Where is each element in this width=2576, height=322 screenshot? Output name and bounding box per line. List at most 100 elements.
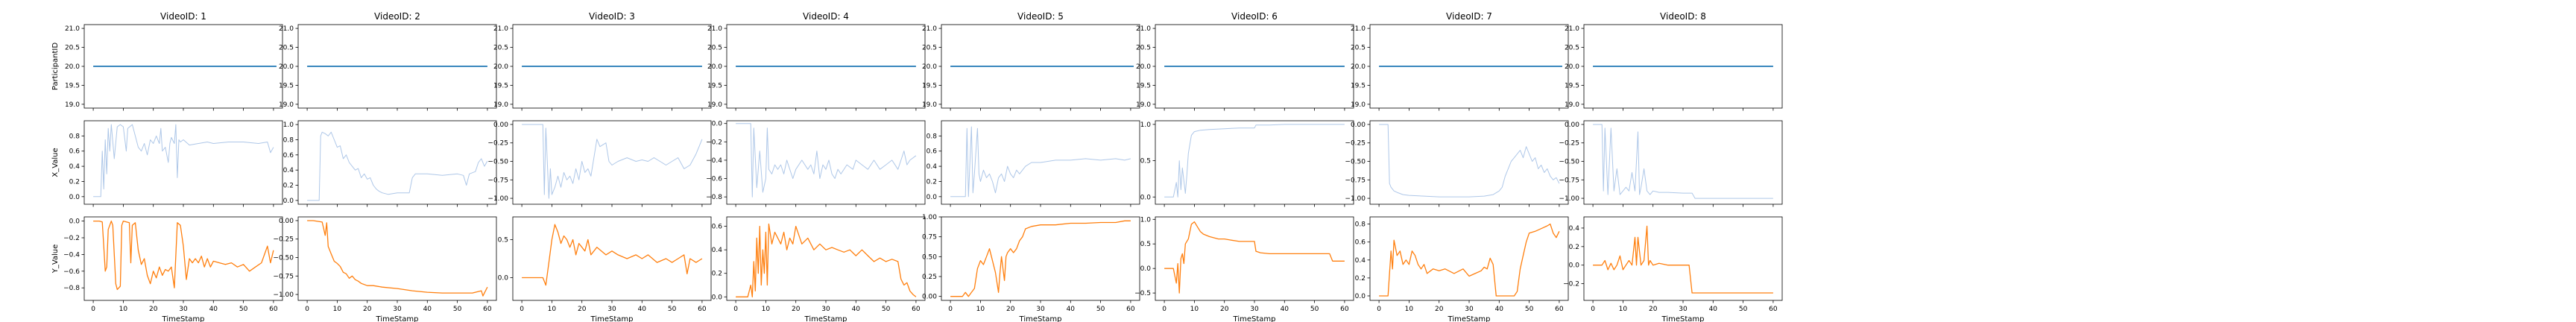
x-value-axes-video-5: 0.0 0.2 0.4 0.6 0.8 [926, 120, 1140, 207]
y-tick-label: 21.0 [1136, 25, 1151, 33]
y-tick-label: 0.8 [1355, 221, 1366, 229]
y-tick-label: −0.25 [487, 140, 508, 148]
x-tick-label: 0 [733, 306, 738, 313]
y-tick-label: 21.0 [707, 25, 722, 33]
y-tick-label: 20.5 [65, 45, 80, 52]
x-tick-label: 40 [423, 306, 432, 313]
x-tick-label: 10 [762, 306, 771, 313]
y-tick-label: 0.5 [498, 237, 508, 244]
x-tick-label: 10 [119, 306, 128, 313]
x-tick-label: 50 [882, 306, 891, 313]
participant-axes-video-5: 19.0 19.5 20.0 20.5 21.0 [922, 24, 1140, 111]
x-axis-label-video-6: TimeStamp [1233, 315, 1276, 322]
x-tick-label: 30 [1250, 306, 1259, 313]
y-tick-label: 0.25 [922, 274, 937, 281]
y-tick-label: 19.0 [279, 101, 294, 109]
y-value-line-video-1 [93, 220, 274, 291]
y-tick-label: 20.0 [493, 63, 508, 71]
axes-frame [297, 120, 497, 205]
x-tick-label: 0 [1162, 306, 1167, 313]
x-tick-label: 60 [1769, 306, 1778, 313]
y-tick-label: −0.25 [273, 236, 294, 244]
x-tick-label: 20 [1220, 306, 1229, 313]
y-tick-label: 0.0 [283, 198, 294, 205]
y-tick-label: 1.0 [283, 121, 294, 129]
y-value-axes-video-2: 0.00 −0.25 −0.50 −0.75 −1.00 0 10 20 30 40 50 60 Tim… [273, 216, 497, 322]
y-tick-label: 19.5 [707, 82, 722, 89]
x-tick-label: 40 [1067, 306, 1076, 313]
y-value-line-video-7 [1379, 223, 1560, 297]
y-tick-label: −0.75 [1345, 177, 1366, 184]
x-value-axes-video-8: 0.00 −0.25 −0.50 −0.75 −1.00 [1559, 120, 1783, 207]
y-tick-label: 19.5 [922, 82, 937, 89]
x-tick-label: 10 [548, 306, 557, 313]
y-tick-label: 0.0 [712, 294, 723, 301]
y-tick-label: 19.5 [1136, 82, 1151, 89]
y-tick-label: 0.4 [69, 163, 80, 171]
y-tick-label: 20.5 [1565, 45, 1579, 52]
x-value-line-video-5 [950, 126, 1131, 198]
y-tick-label: 20.0 [707, 63, 722, 71]
axes-frame [1583, 216, 1783, 301]
y-tick-label: 0.6 [926, 148, 938, 156]
x-tick-label: 60 [1126, 306, 1135, 313]
x-tick-label: 20 [149, 306, 158, 313]
participant-axes-video-1: 19.0 19.5 20.0 20.5 21.0 ParticipantID [51, 24, 283, 111]
panel-title-video-6: VideoID: 6 [1231, 11, 1278, 22]
y-tick-label: 21.0 [1565, 25, 1579, 33]
x-tick-label: 60 [483, 306, 492, 313]
axes-frame [297, 216, 497, 301]
y-tick-label: 19.0 [493, 101, 508, 109]
y-tick-label: 20.0 [279, 63, 294, 71]
x-tick-label: 50 [1525, 306, 1534, 313]
y-tick-label: 0.6 [1355, 239, 1366, 247]
y-tick-label: 0.0 [69, 194, 80, 201]
x-axis-label-video-3: TimeStamp [590, 315, 634, 322]
y-tick-label: 0.2 [283, 183, 294, 190]
row-label-y-value: Y_Value [51, 244, 60, 274]
axes-frame [512, 120, 712, 205]
x-value-line-video-7 [1379, 124, 1560, 198]
x-axis-label-video-8: TimeStamp [1661, 315, 1705, 322]
x-tick-label: 30 [821, 306, 830, 313]
y-tick-label: −0.6 [63, 268, 80, 276]
y-tick-label: −0.4 [63, 251, 80, 259]
y-value-axes-video-8: −0.2 0.0 0.2 0.4 0 10 20 30 40 50 60 TimeStamp [1563, 216, 1783, 322]
y-value-line-video-3 [522, 224, 703, 286]
x-tick-label: 20 [1006, 306, 1015, 313]
y-tick-label: 0.6 [712, 224, 723, 231]
y-tick-label: 20.0 [65, 63, 80, 71]
y-tick-label: 20.5 [279, 45, 294, 52]
axes-frame [1583, 120, 1783, 205]
y-tick-label: 0.2 [926, 178, 937, 186]
x-tick-label: 60 [698, 306, 707, 313]
y-tick-label: 0.4 [1355, 257, 1366, 265]
y-tick-label: 0.5 [1140, 158, 1151, 165]
y-tick-label: 19.0 [1136, 101, 1151, 109]
x-value-line-video-4 [736, 123, 917, 198]
x-tick-label: 60 [1340, 306, 1349, 313]
y-tick-label: 0.4 [1569, 225, 1580, 233]
y-tick-label: 0.0 [1355, 293, 1366, 300]
y-tick-label: 20.0 [1565, 63, 1579, 71]
y-value-axes-video-6: −0.5 0.0 0.5 1.0 0 10 20 30 40 50 60 TimeStamp [1134, 216, 1354, 322]
participant-axes-video-6: 19.0 19.5 20.0 20.5 21.0 [1136, 24, 1354, 111]
y-tick-label: 21.0 [922, 25, 937, 33]
y-tick-label: 0.0 [712, 121, 723, 128]
y-tick-label: 0.2 [1569, 244, 1579, 251]
y-tick-label: 0.0 [498, 274, 509, 282]
x-tick-label: 30 [179, 306, 188, 313]
y-tick-label: 20.5 [1351, 45, 1366, 52]
y-tick-label: 20.0 [1351, 63, 1366, 71]
y-tick-label: 0.00 [1565, 121, 1579, 129]
y-tick-label: 0.0 [1140, 265, 1152, 273]
x-tick-label: 20 [792, 306, 801, 313]
panel-title-video-3: VideoID: 3 [589, 11, 635, 22]
x-tick-label: 10 [976, 306, 985, 313]
y-tick-label: −0.25 [1559, 140, 1579, 148]
panel-title-video-1: VideoID: 1 [160, 11, 206, 22]
x-value-axes-video-1: 0.0 0.2 0.4 0.6 0.8 X_Value [51, 120, 283, 207]
y-tick-label: 19.0 [922, 101, 937, 109]
y-tick-label: 0.8 [283, 136, 294, 144]
